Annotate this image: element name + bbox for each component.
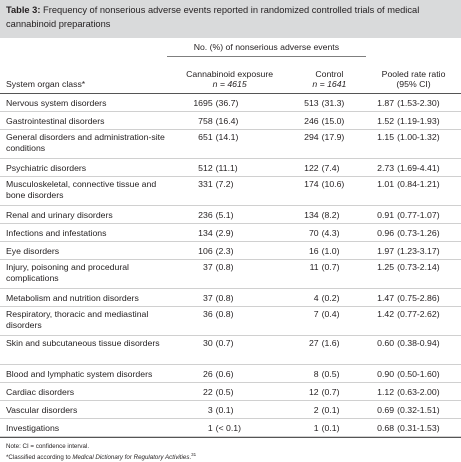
rate-ratio-cell: 1.12 (0.63-2.00) [366, 382, 461, 401]
table-row: Injury, poisoning and procedural complic… [0, 259, 461, 289]
column-header-rate-ratio: Pooled rate ratio (95% CI) [366, 56, 461, 94]
table-title: Frequency of nonserious adverse events r… [6, 5, 420, 29]
cannabinoid-cell: 26 (0.6) [166, 364, 293, 383]
table-bottom-rule [0, 437, 461, 438]
control-cell: 2 (0.1) [292, 400, 367, 419]
control-cell: 174 (10.6) [292, 176, 367, 206]
organ-class-cell: Psychiatric disorders [0, 158, 167, 177]
control-cell: 70 (4.3) [292, 223, 367, 242]
organ-class-cell: Metabolism and nutrition disorders [0, 288, 167, 307]
organ-class-cell: Musculoskeletal, connective tissue and b… [0, 176, 167, 206]
control-cell: 122 (7.4) [292, 158, 367, 177]
cannabinoid-cell: 22 (0.5) [166, 382, 293, 401]
control-cell: 513 (31.3) [292, 93, 367, 112]
table-row: Cardiac disorders 22 (0.5) 12 (0.7) 1.12 (0.63… [0, 382, 461, 401]
organ-class-cell: Investigations [0, 418, 167, 437]
control-cell: 4 (0.2) [292, 288, 367, 307]
rate-ratio-cell: 1.47 (0.75-2.86) [366, 288, 461, 307]
rate-ratio-cell: 1.25 (0.73-2.14) [366, 259, 461, 289]
rate-ratio-cell: 1.52 (1.19-1.93) [366, 111, 461, 130]
control-cell: 1 (0.1) [292, 418, 367, 437]
control-cell: 16 (1.0) [292, 241, 367, 260]
control-cell: 8 (0.5) [292, 364, 367, 383]
column-header-control: Control n = 1641 [292, 56, 367, 94]
cannabinoid-cell: 134 (2.9) [166, 223, 293, 242]
cannabinoid-cell: 512 (11.1) [166, 158, 293, 177]
column-header-cannabinoid: Cannabinoid exposure n = 4615 [166, 56, 293, 94]
rate-ratio-cell: 1.87 (1.53-2.30) [366, 93, 461, 112]
table-row: Blood and lymphatic system disorders 26 (0… [0, 364, 461, 383]
table-row: General disorders and administration-sit… [0, 129, 461, 159]
rate-ratio-cell: 0.90 (0.50-1.60) [366, 364, 461, 383]
rate-ratio-cell: 1.42 (0.77-2.62) [366, 306, 461, 336]
table-row: Musculoskeletal, connective tissue and b… [0, 176, 461, 206]
organ-class-cell: Eye disorders [0, 241, 167, 260]
cannabinoid-cell: 1 (< 0.1) [166, 418, 293, 437]
table-row: Investigations 1 (< 0.1) 1 (0.1) 0.68 (0.31-1.… [0, 418, 461, 437]
table-row: Renal and urinary disorders 236 (5.1) 134 (8… [0, 205, 461, 224]
table-caption: Table 3: Frequency of nonserious adverse… [0, 0, 461, 38]
control-cell: 12 (0.7) [292, 382, 367, 401]
table-label: Table 3: [6, 5, 41, 15]
control-cell: 134 (8.2) [292, 205, 367, 224]
control-cell: 11 (0.7) [292, 259, 367, 289]
table-row: Skin and subcutaneous tissue disorders 30… [0, 335, 461, 365]
table-row: Psychiatric disorders 512 (11.1) 122 (7.4) 2.… [0, 158, 461, 177]
rate-ratio-cell: 0.91 (0.77-1.07) [366, 205, 461, 224]
rate-ratio-cell: 0.68 (0.31-1.53) [366, 418, 461, 437]
table-row: Metabolism and nutrition disorders 37 (0.8… [0, 288, 461, 307]
rate-ratio-cell: 0.96 (0.73-1.26) [366, 223, 461, 242]
table-footnotes: Note: CI = confidence interval. *Classif… [6, 443, 196, 462]
footnote-ci: Note: CI = confidence interval. [6, 443, 90, 450]
group-header: No. (%) of nonserious adverse events [166, 38, 367, 57]
cannabinoid-cell: 1695 (36.7) [166, 93, 293, 112]
cannabinoid-cell: 651 (14.1) [166, 129, 293, 159]
table-row: Eye disorders 106 (2.3) 16 (1.0) 1.97 (1.23-3.… [0, 241, 461, 260]
organ-class-cell: General disorders and administration-sit… [0, 129, 167, 159]
cannabinoid-cell: 331 (7.2) [166, 176, 293, 206]
cannabinoid-cell: 758 (16.4) [166, 111, 293, 130]
organ-class-cell: Respiratory, thoracic and mediastinal di… [0, 306, 167, 336]
organ-class-cell: Skin and subcutaneous tissue disorders [0, 335, 167, 365]
control-cell: 246 (15.0) [292, 111, 367, 130]
organ-class-cell: Nervous system disorders [0, 93, 167, 112]
cannabinoid-cell: 30 (0.7) [166, 335, 293, 365]
cannabinoid-cell: 36 (0.8) [166, 306, 293, 336]
table-row: Vascular disorders 3 (0.1) 2 (0.1) 0.69 (0.32-… [0, 400, 461, 419]
organ-class-cell: Cardiac disorders [0, 382, 167, 401]
rate-ratio-cell: 1.15 (1.00-1.32) [366, 129, 461, 159]
control-cell: 294 (17.9) [292, 129, 367, 159]
organ-class-cell: Infections and infestations [0, 223, 167, 242]
cannabinoid-cell: 37 (0.8) [166, 288, 293, 307]
table-body: Nervous system disorders 1695 (36.7) 513 (31… [0, 93, 461, 437]
rate-ratio-cell: 2.73 (1.69-4.41) [366, 158, 461, 177]
rate-ratio-cell: 1.01 (0.84-1.21) [366, 176, 461, 206]
footnote-classification: *Classified according to Medical Diction… [6, 452, 197, 462]
adverse-events-table: No. (%) of nonserious adverse events Sys… [0, 38, 461, 437]
rate-ratio-cell: 0.60 (0.38-0.94) [366, 335, 461, 365]
table-row: Infections and infestations 134 (2.9) 70 (4.… [0, 223, 461, 242]
cannabinoid-cell: 236 (5.1) [166, 205, 293, 224]
column-header-organ-class: System organ class* [0, 56, 167, 94]
organ-class-cell: Blood and lymphatic system disorders [0, 364, 167, 383]
rate-ratio-cell: 1.97 (1.23-3.17) [366, 241, 461, 260]
organ-class-cell: Gastrointestinal disorders [0, 111, 167, 130]
control-cell: 7 (0.4) [292, 306, 367, 336]
organ-class-cell: Injury, poisoning and procedural complic… [0, 259, 167, 289]
organ-class-cell: Vascular disorders [0, 400, 167, 419]
rate-ratio-cell: 0.69 (0.32-1.51) [366, 400, 461, 419]
table-row: Nervous system disorders 1695 (36.7) 513 (31… [0, 93, 461, 112]
cannabinoid-cell: 106 (2.3) [166, 241, 293, 260]
table-row: Gastrointestinal disorders 758 (16.4) 246 (1… [0, 111, 461, 130]
cannabinoid-cell: 37 (0.8) [166, 259, 293, 289]
organ-class-cell: Renal and urinary disorders [0, 205, 167, 224]
table-row: Respiratory, thoracic and mediastinal di… [0, 306, 461, 336]
cannabinoid-cell: 3 (0.1) [166, 400, 293, 419]
control-cell: 27 (1.6) [292, 335, 367, 365]
